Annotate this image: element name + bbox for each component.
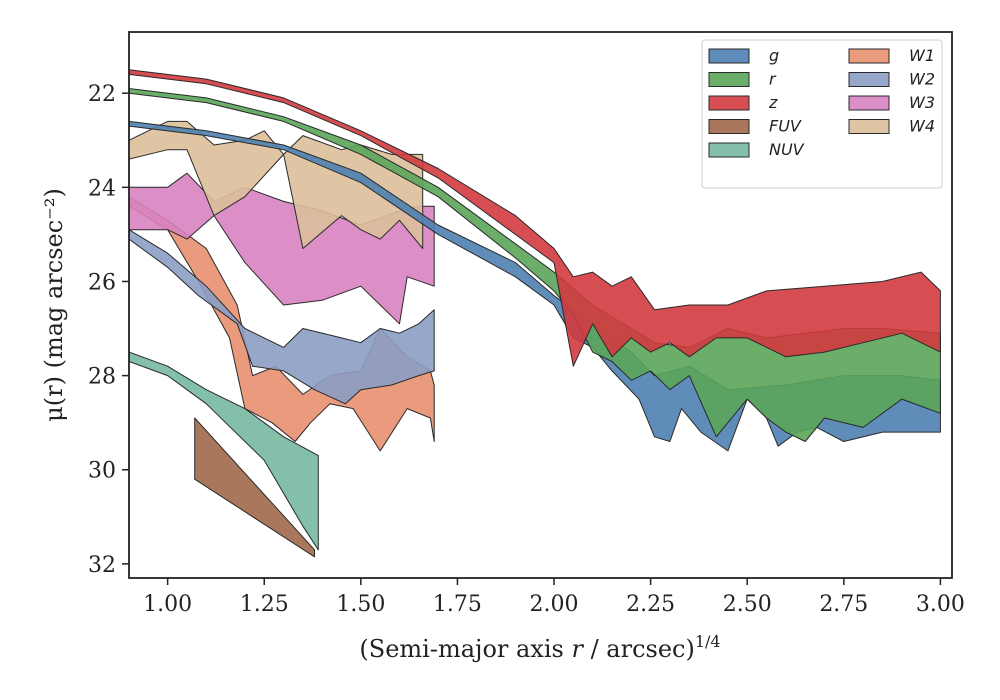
legend-label-w4: W4 [909,117,935,136]
x-tick-label: 1.75 [433,592,482,617]
band-w2 [129,229,435,405]
y-axis-label: μ(r) (mag arcsec⁻²) [40,188,68,422]
y-tick-label: 32 [88,553,116,578]
legend-swatch-w4 [848,119,890,134]
y-tick-label: 24 [88,176,116,201]
x-tick-label: 1.25 [240,592,289,617]
x-axis-label-var: r [571,635,584,663]
legend-label-r: r [769,70,777,89]
x-axis-label-text-end: / arcsec) [583,635,695,663]
legend-swatch-w1 [848,48,890,64]
x-tick-label: 2.25 [626,592,675,617]
legend-label-fuv: FUV [769,117,802,136]
x-tick-label: 3.00 [916,592,965,617]
x-tick-label: 1.50 [336,592,385,617]
band-nuv [129,351,319,551]
y-tick-label: 22 [88,82,116,107]
x-tick-label: 2.50 [723,592,772,617]
y-axis: 22 24 26 28 30 32 [88,82,129,578]
legend: grz FUV NUV W1 W2 W3 W4 [701,39,943,189]
legend-swatch-z [708,95,750,111]
legend-label-w3: W3 [909,93,935,112]
plot-frame [128,31,953,579]
legend-label-w2: W2 [909,70,935,89]
x-axis: 1.00 1.25 1.50 1.75 2.00 2.25 2.50 2.75 3.00 [143,578,965,617]
x-tick-label: 1.00 [143,592,192,617]
legend-label-nuv: NUV [769,140,805,159]
x-axis-label: (Semi-major axis r / arcsec)1/4 [359,632,720,663]
y-tick-label: 30 [88,459,116,484]
x-tick-label: 2.75 [819,592,868,617]
legend-swatch-nuv [708,142,750,158]
band-fuv [194,417,315,558]
legend-swatch-w3 [848,95,890,111]
legend-swatch-g [708,48,750,64]
legend-label-g: g [769,46,779,65]
band-z [129,69,941,367]
x-axis-label-text: (Semi-major axis [359,635,571,663]
x-axis-label-exponent: 1/4 [695,632,721,651]
y-tick-label: 26 [88,270,116,295]
y-tick-label: 28 [88,365,116,390]
legend-label-z: z [768,93,778,112]
x-tick-label: 2.00 [530,592,579,617]
legend-swatch-fuv [708,119,750,134]
legend-swatch-w2 [848,72,890,87]
legend-label-w1: W1 [909,46,935,65]
legend-swatch-r [708,72,750,87]
data-bands [129,69,941,558]
